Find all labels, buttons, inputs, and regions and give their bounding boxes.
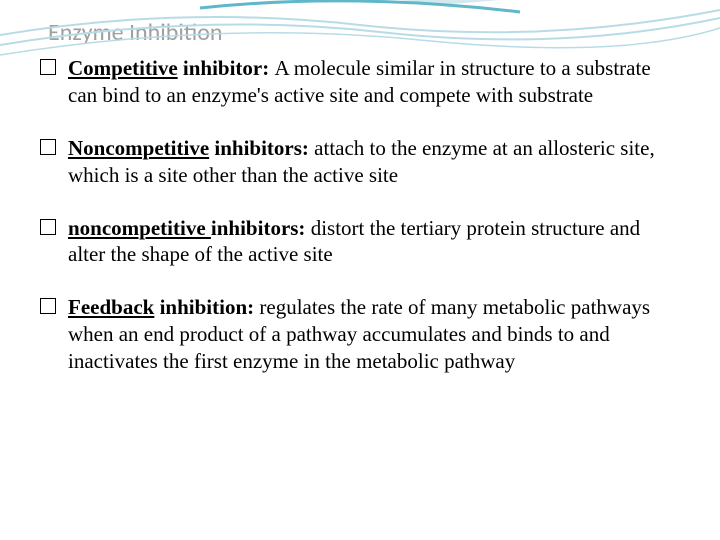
slide: Enzyme Inhibition Competitive inhibitor:… bbox=[0, 0, 720, 540]
term-suffix: inhibition: bbox=[154, 295, 259, 319]
bullet-icon bbox=[40, 139, 56, 155]
list-item: Competitive inhibitor: A molecule simila… bbox=[40, 55, 680, 109]
term: Competitive bbox=[68, 56, 178, 80]
list-item: Noncompetitive inhibitors: attach to the… bbox=[40, 135, 680, 189]
slide-title: Enzyme Inhibition bbox=[48, 18, 680, 47]
term-suffix: inhibitors: bbox=[211, 216, 311, 240]
content-area: Competitive inhibitor: A molecule simila… bbox=[40, 55, 680, 375]
list-item: Feedback inhibition: regulates the rate … bbox=[40, 294, 680, 375]
term-suffix: inhibitors: bbox=[209, 136, 314, 160]
term-suffix: inhibitor: bbox=[178, 56, 275, 80]
bullet-icon bbox=[40, 59, 56, 75]
list-item: noncompetitive inhibitors: distort the t… bbox=[40, 215, 680, 269]
term: Feedback bbox=[68, 295, 154, 319]
bullet-icon bbox=[40, 219, 56, 235]
bullet-icon bbox=[40, 298, 56, 314]
term: Noncompetitive bbox=[68, 136, 209, 160]
term: noncompetitive bbox=[68, 216, 211, 240]
